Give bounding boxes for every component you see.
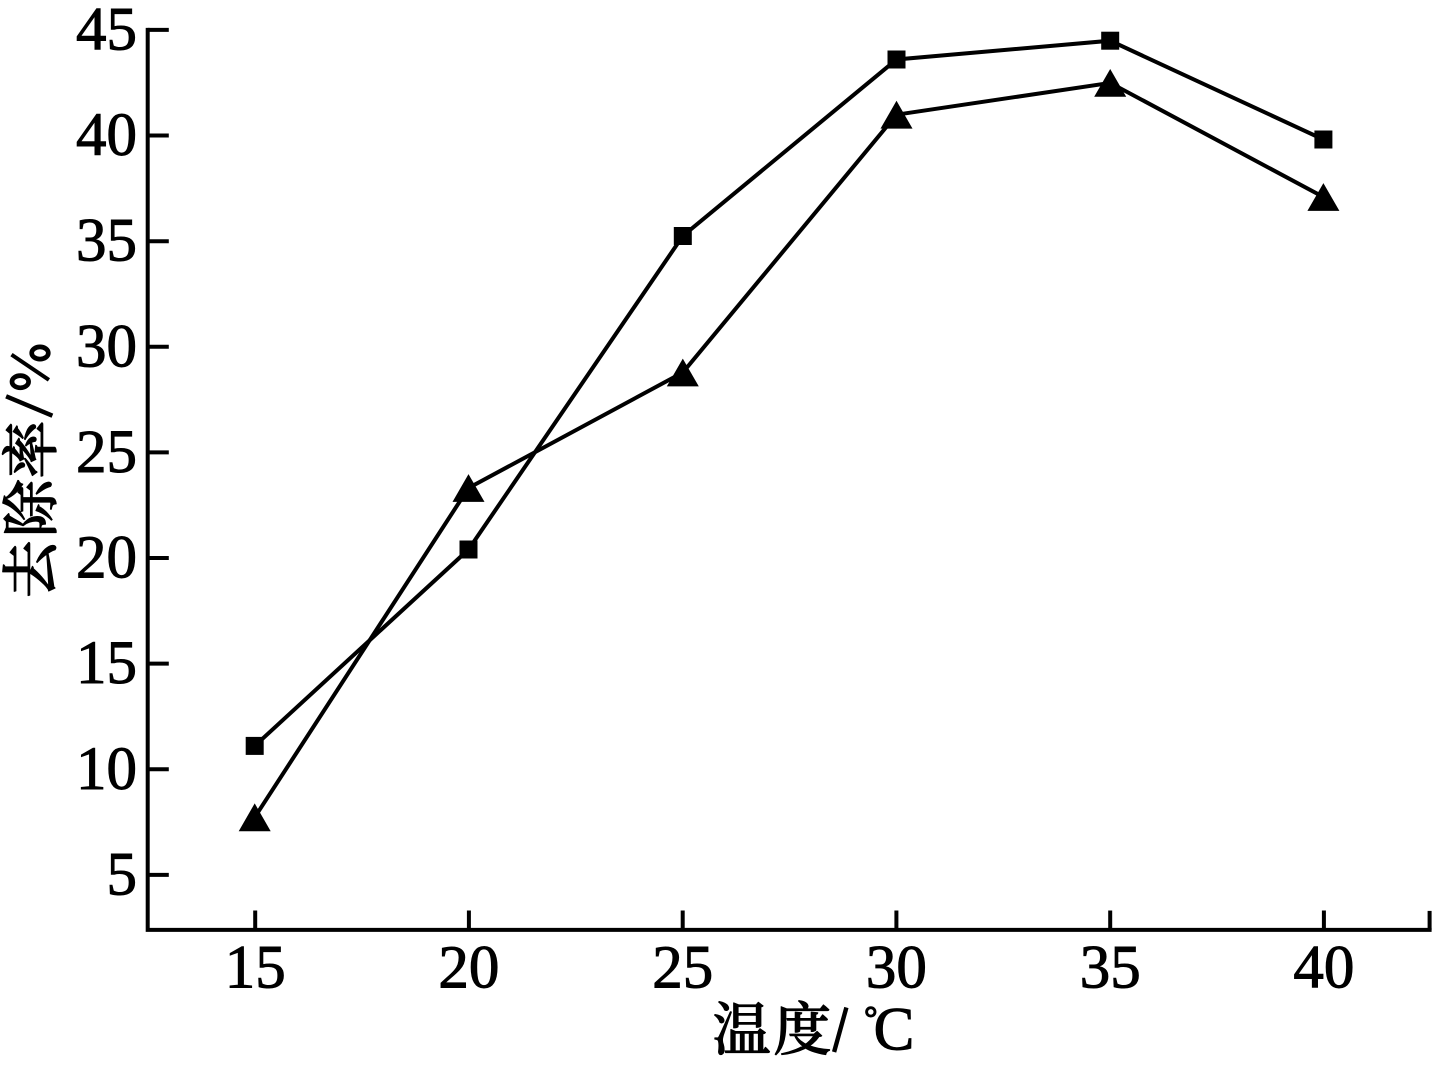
svg-text:25: 25 (652, 935, 713, 1002)
svg-text:30: 30 (76, 313, 137, 380)
svg-text:35: 35 (1080, 935, 1141, 1002)
svg-text:30: 30 (866, 935, 927, 1002)
svg-text:5: 5 (107, 841, 138, 908)
svg-text:45: 45 (76, 0, 137, 63)
svg-text:20: 20 (438, 935, 499, 1002)
svg-text:25: 25 (76, 419, 137, 486)
svg-text:15: 15 (76, 630, 137, 697)
svg-text:10: 10 (76, 736, 137, 803)
svg-text:40: 40 (76, 102, 137, 169)
svg-text:C: C (874, 997, 915, 1064)
svg-text:35: 35 (76, 208, 137, 275)
svg-text:15: 15 (225, 935, 286, 1002)
svg-text:40: 40 (1293, 935, 1354, 1002)
svg-text:20: 20 (76, 525, 137, 592)
